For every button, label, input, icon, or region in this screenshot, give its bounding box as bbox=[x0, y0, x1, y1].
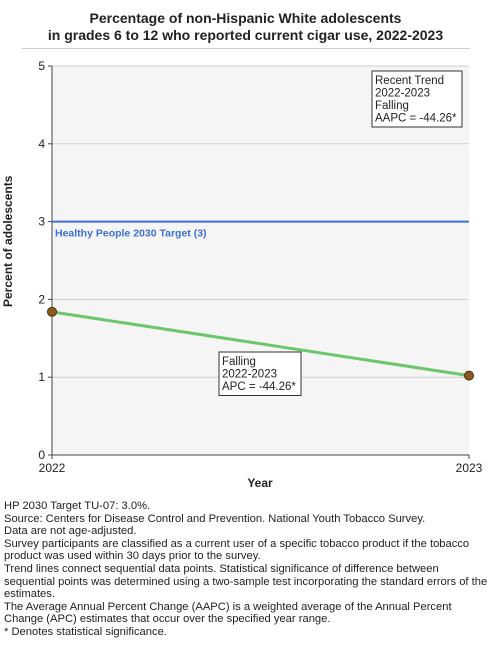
data-point bbox=[464, 370, 474, 381]
chart-title-line-2: in grades 6 to 12 who reported current c… bbox=[47, 27, 444, 43]
recent-trend-annotation-text: Falling bbox=[375, 100, 409, 112]
title-divider bbox=[22, 48, 470, 49]
footnote: Data are not age-adjusted. bbox=[4, 525, 137, 538]
recent-trend-annotation-text: Recent Trend bbox=[375, 75, 444, 87]
footnote: Source: Centers for Disease Control and … bbox=[4, 512, 426, 525]
recent-trend-annotation-text: AAPC = -44.26* bbox=[375, 113, 457, 125]
footnotes: HP 2030 Target TU-07: 3.0%. Source: Cent… bbox=[4, 500, 489, 639]
data-point bbox=[47, 306, 57, 317]
recent-trend-annotation-text: 2022-2023 bbox=[375, 88, 430, 100]
footnote: Trend lines connect sequential data poin… bbox=[4, 562, 488, 601]
series-line bbox=[51, 310, 470, 378]
y-tick-label: 4 bbox=[38, 137, 45, 151]
y-tick-label: 1 bbox=[38, 370, 45, 384]
y-axis-label: Percent of adolescents bbox=[1, 175, 15, 307]
y-tick-label: 5 bbox=[38, 59, 45, 73]
x-tick-label: 2023 bbox=[456, 461, 483, 475]
y-tick-label: 3 bbox=[38, 215, 45, 229]
y-tick-label: 0 bbox=[38, 448, 45, 462]
segment-annotation-text: 2022-2023 bbox=[222, 369, 277, 381]
segment-annotation-box bbox=[218, 351, 302, 396]
recent-trend-annotation-box bbox=[371, 70, 463, 128]
x-tick-label: 2022 bbox=[39, 461, 66, 475]
target-label: Healthy People 2030 Target (3) bbox=[55, 228, 207, 240]
segment-annotation-text: Falling bbox=[222, 356, 256, 368]
footnote: * Denotes statistical significance. bbox=[4, 625, 167, 638]
y-tick-label: 2 bbox=[38, 292, 45, 306]
segment-annotation-text: APC = -44.26* bbox=[222, 381, 296, 393]
footnote: The Average Annual Percent Change (AAPC)… bbox=[4, 600, 452, 626]
chart-title-line-1: Percentage of non-Hispanic White adolesc… bbox=[89, 10, 402, 26]
footnote: HP 2030 Target TU-07: 3.0%. bbox=[4, 500, 151, 512]
footnote: Survey participants are classified as a … bbox=[4, 537, 470, 563]
x-axis-label: Year bbox=[247, 476, 273, 490]
chart-title: Percentage of non-Hispanic White adolesc… bbox=[0, 10, 491, 44]
line-chart: 0 1 2 3 4 5 2022 2023 Healthy People 2030 Target… bbox=[38, 59, 483, 475]
